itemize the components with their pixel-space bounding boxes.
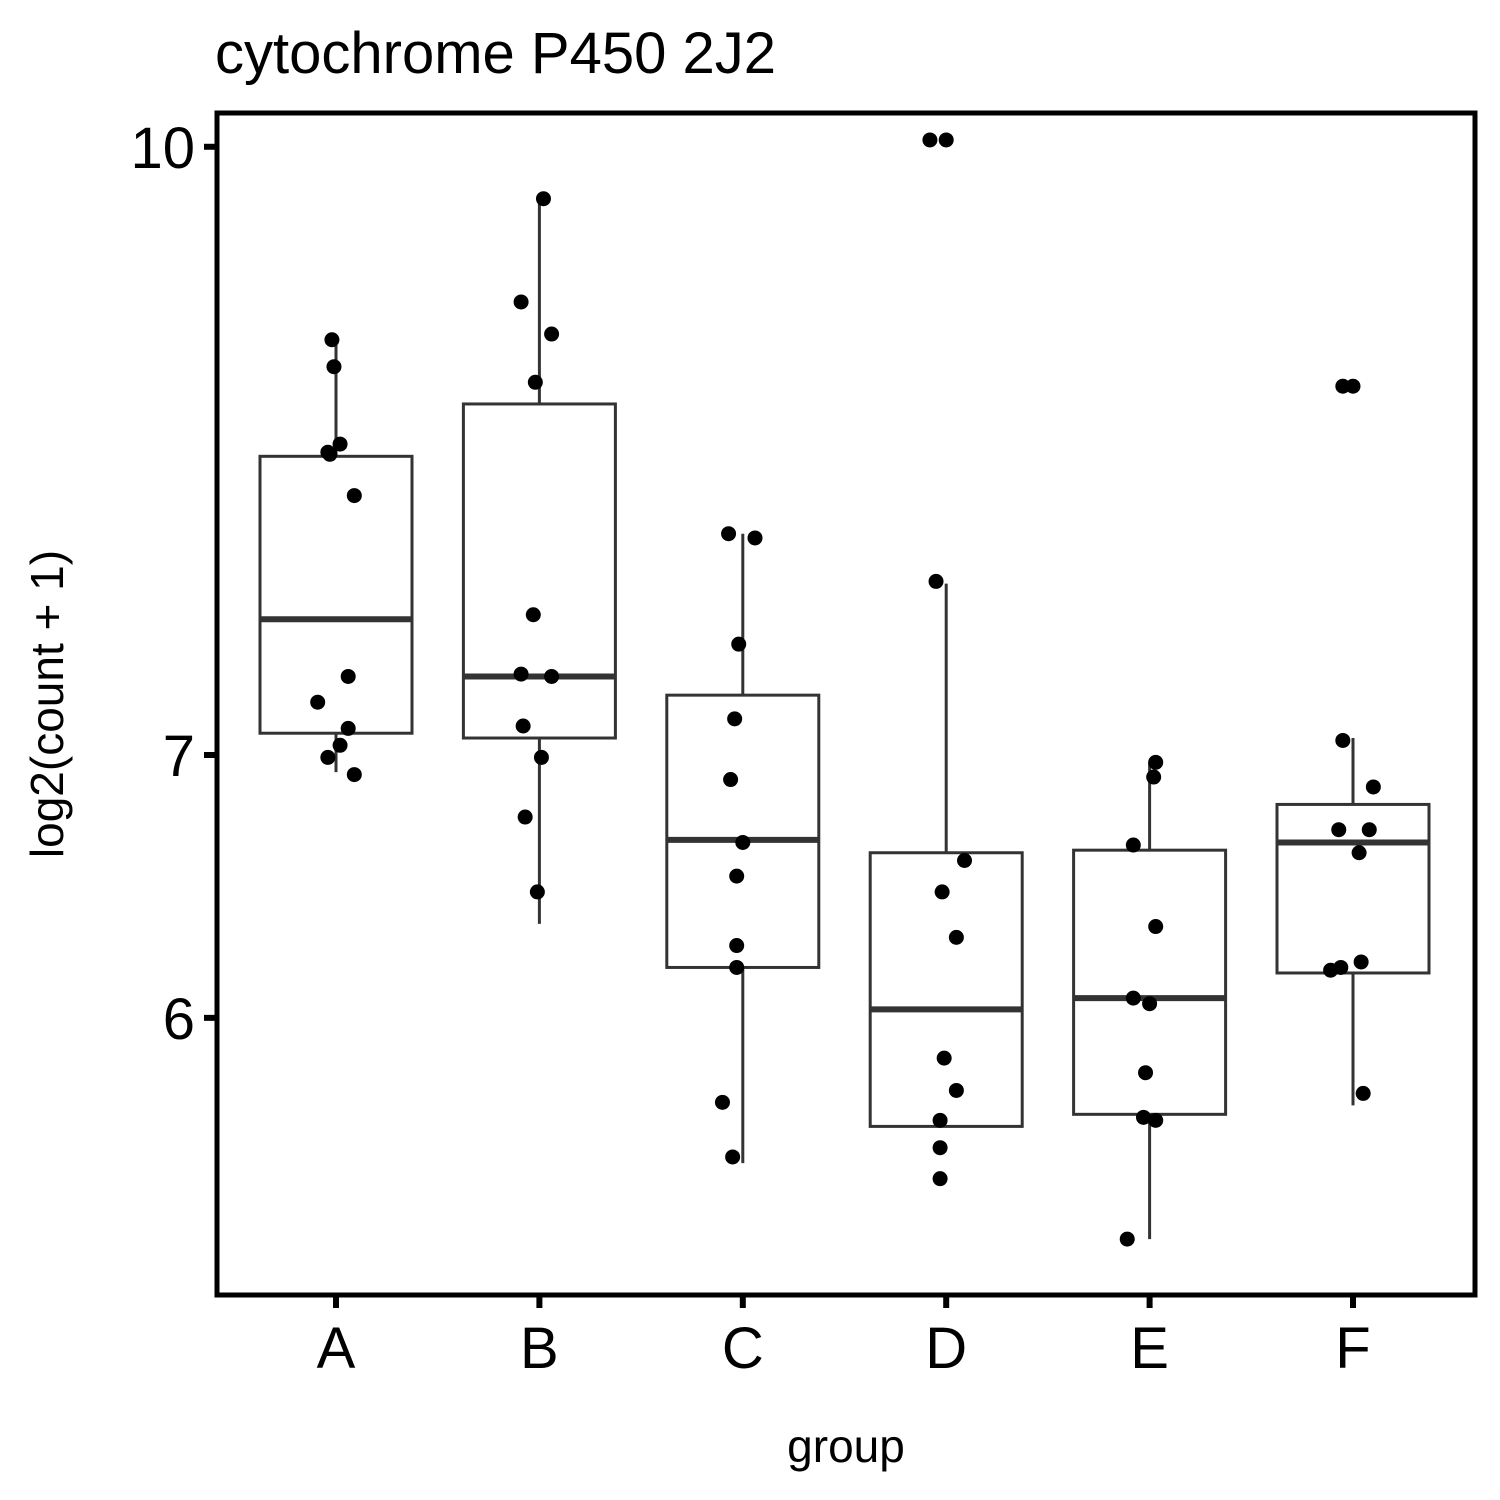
data-point xyxy=(1335,732,1351,748)
box-group-c xyxy=(665,533,821,1164)
data-point xyxy=(932,1112,948,1128)
y-tick-label: 10 xyxy=(130,116,195,181)
y-axis-title: log2(count + 1) xyxy=(21,550,73,858)
data-point xyxy=(957,853,973,869)
data-point xyxy=(729,868,745,884)
box-group-b xyxy=(461,198,617,924)
data-point xyxy=(725,1149,741,1165)
data-point xyxy=(544,668,560,684)
data-point xyxy=(729,938,745,954)
box-group-d xyxy=(868,583,1024,1128)
box-iqr xyxy=(868,851,1024,1128)
box-iqr xyxy=(665,693,821,969)
y-tick-label: 6 xyxy=(163,987,195,1052)
data-point xyxy=(1148,919,1164,935)
data-point xyxy=(1146,769,1162,785)
box-iqr xyxy=(258,454,414,735)
data-point xyxy=(922,132,938,148)
data-point xyxy=(1148,1112,1164,1128)
box-iqr xyxy=(461,402,617,740)
data-point xyxy=(731,636,747,652)
data-point xyxy=(310,694,326,710)
x-tick-label: A xyxy=(317,1316,356,1381)
data-point xyxy=(723,772,739,788)
data-point xyxy=(346,767,362,783)
chart-title: cytochrome P450 2J2 xyxy=(215,21,776,86)
data-point xyxy=(332,436,348,452)
x-tick-label: C xyxy=(722,1316,764,1381)
data-point xyxy=(1345,378,1361,394)
data-point xyxy=(1365,779,1381,795)
data-point xyxy=(934,884,950,900)
data-point xyxy=(1355,1085,1371,1101)
data-point xyxy=(322,446,338,462)
plot-marks xyxy=(258,132,1431,1247)
x-tick-label: B xyxy=(520,1316,559,1381)
data-point xyxy=(714,1094,730,1110)
data-point xyxy=(932,1171,948,1187)
data-point xyxy=(346,488,362,504)
data-points xyxy=(310,132,1381,1247)
data-point xyxy=(517,809,533,825)
data-point xyxy=(1125,990,1141,1006)
data-point xyxy=(513,294,529,310)
box-group-a xyxy=(258,339,414,773)
data-point xyxy=(340,720,356,736)
data-point xyxy=(1125,837,1141,853)
data-point xyxy=(1361,822,1377,838)
data-point xyxy=(932,1140,948,1156)
data-point xyxy=(1353,954,1369,970)
data-point xyxy=(948,929,964,945)
data-point xyxy=(529,884,545,900)
box-iqr xyxy=(1275,802,1431,975)
data-point xyxy=(1135,1109,1151,1125)
data-point xyxy=(735,834,751,850)
x-tick-label: E xyxy=(1130,1316,1169,1381)
data-point xyxy=(1142,996,1158,1012)
data-point xyxy=(727,711,743,727)
data-point xyxy=(1119,1231,1135,1247)
data-point xyxy=(948,1082,964,1098)
data-point xyxy=(320,749,336,765)
data-point xyxy=(747,530,763,546)
data-point xyxy=(928,573,944,589)
data-point xyxy=(340,668,356,684)
y-axis: 6 7 10 xyxy=(130,116,217,1052)
data-point xyxy=(535,191,551,207)
data-point xyxy=(525,607,541,623)
data-point xyxy=(1333,959,1349,975)
data-point xyxy=(533,749,549,765)
y-tick-label: 7 xyxy=(163,724,195,789)
x-axis: A B C D E F xyxy=(317,1295,1371,1381)
data-point xyxy=(936,1050,952,1066)
data-point xyxy=(1148,754,1164,770)
data-point xyxy=(1331,822,1347,838)
x-tick-label: D xyxy=(925,1316,967,1381)
data-point xyxy=(544,326,560,342)
x-axis-title: group xyxy=(787,1420,905,1472)
data-point xyxy=(326,359,342,375)
data-point xyxy=(324,332,340,348)
data-point xyxy=(938,132,954,148)
data-point xyxy=(1351,845,1367,861)
box-group-f xyxy=(1275,738,1431,1106)
x-tick-label: F xyxy=(1335,1316,1370,1381)
data-point xyxy=(513,666,529,682)
data-point xyxy=(721,526,737,542)
plot-frame xyxy=(214,110,1478,1298)
data-point xyxy=(332,737,348,753)
data-point xyxy=(515,718,531,734)
data-point xyxy=(527,374,543,390)
data-point xyxy=(1138,1065,1154,1081)
data-point xyxy=(729,959,745,975)
